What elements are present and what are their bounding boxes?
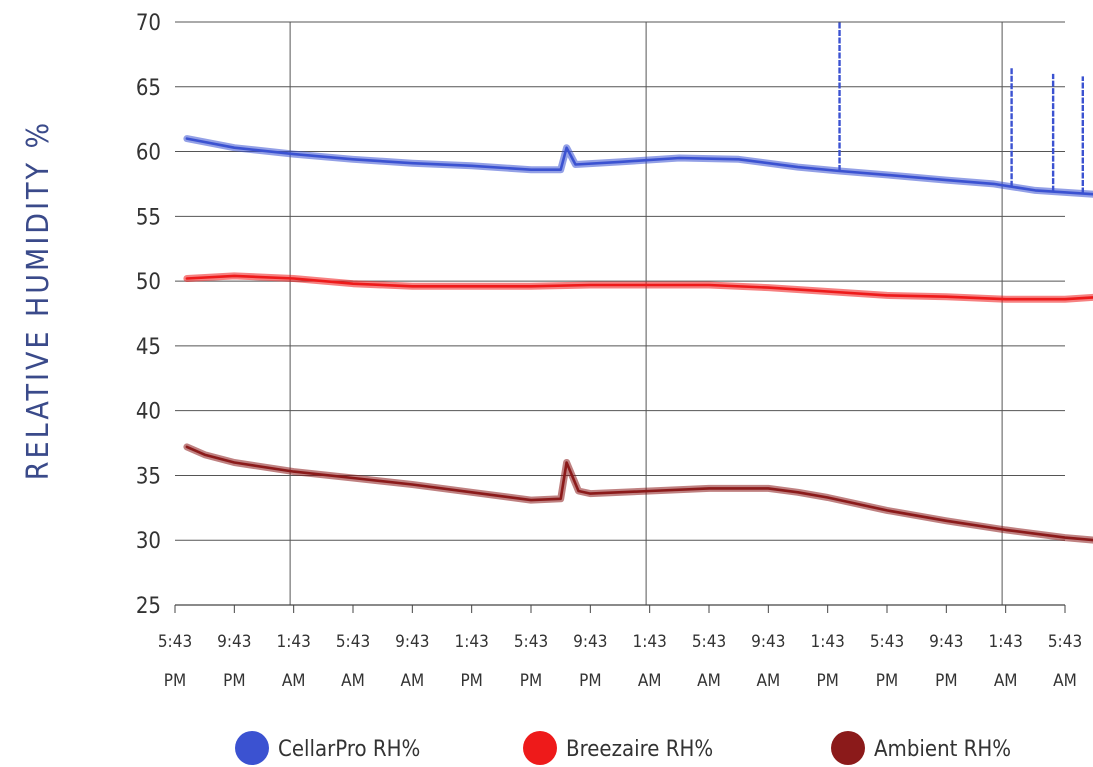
x-tick-time: 1:43 [810, 632, 844, 652]
y-axis-label: RELATIVE HUMIDITY % [21, 120, 56, 480]
x-tick-time: 5:43 [514, 632, 548, 652]
y-tick-label: 35 [136, 464, 161, 489]
x-tick-time: 1:43 [632, 632, 666, 652]
x-tick-time: 5:43 [870, 632, 904, 652]
x-tick-ampm: PM [520, 671, 542, 691]
x-tick-time: 9:43 [395, 632, 429, 652]
series-1 [183, 272, 1093, 303]
y-tick-label: 55 [136, 205, 161, 230]
x-tick-time: 5:43 [158, 632, 192, 652]
legend-marker [523, 731, 557, 765]
x-tick-time: 9:43 [573, 632, 607, 652]
x-tick-ampm: AM [341, 671, 365, 691]
y-tick-label: 70 [136, 11, 161, 36]
x-tick-ampm: AM [400, 671, 424, 691]
y-tick-label: 65 [136, 76, 161, 101]
series-band [183, 135, 1093, 198]
y-tick-label: 60 [136, 141, 161, 166]
x-tick-time: 1:43 [454, 632, 488, 652]
x-tick-ampm: AM [282, 671, 306, 691]
x-tick-time: 9:43 [929, 632, 963, 652]
x-tick-ampm: PM [876, 671, 898, 691]
x-tick-ampm: PM [935, 671, 957, 691]
x-tick-ampm: AM [638, 671, 662, 691]
x-tick-ampm: PM [164, 671, 186, 691]
series-line [185, 274, 1093, 301]
x-tick-ampm: PM [579, 671, 601, 691]
y-tick-label: 40 [136, 400, 161, 425]
x-tick-time: 9:43 [217, 632, 251, 652]
legend-marker [235, 731, 269, 765]
legend-label: Breezaire RH% [566, 737, 713, 762]
x-tick-ampm: AM [1053, 671, 1077, 691]
series-2 [183, 443, 1093, 544]
x-tick-time: 9:43 [751, 632, 785, 652]
x-tick-time: 5:43 [692, 632, 726, 652]
series-line [185, 445, 1093, 542]
legend: CellarPro RH% Breezaire RH% Ambient RH% [235, 731, 1011, 765]
x-tick-time: 1:43 [276, 632, 310, 652]
legend-marker [831, 731, 865, 765]
series-0 [183, 22, 1093, 198]
x-tick-ampm: PM [223, 671, 245, 691]
y-tick-label: 25 [136, 594, 161, 619]
y-tick-label: 30 [136, 529, 161, 554]
x-tick-ampm: AM [994, 671, 1018, 691]
y-tick-label: 45 [136, 335, 161, 360]
series-line [185, 137, 1093, 196]
x-tick-ampm: PM [816, 671, 838, 691]
y-tick-label: 50 [136, 270, 161, 295]
axes: 25 30 35 40 45 50 55 60 65 70 5:43 PM 9:43 PM 1:43 AM 5:… [136, 11, 1082, 691]
x-tick-time: 1:43 [988, 632, 1022, 652]
x-tick-time: 5:43 [1048, 632, 1082, 652]
x-tick-ampm: PM [460, 671, 482, 691]
x-tick-ampm: AM [756, 671, 780, 691]
series-layer [183, 22, 1093, 544]
x-tick-ampm: AM [697, 671, 721, 691]
legend-label: Ambient RH% [874, 737, 1011, 762]
series-band [183, 443, 1093, 544]
x-tick-time: 5:43 [336, 632, 370, 652]
legend-label: CellarPro RH% [278, 737, 420, 762]
